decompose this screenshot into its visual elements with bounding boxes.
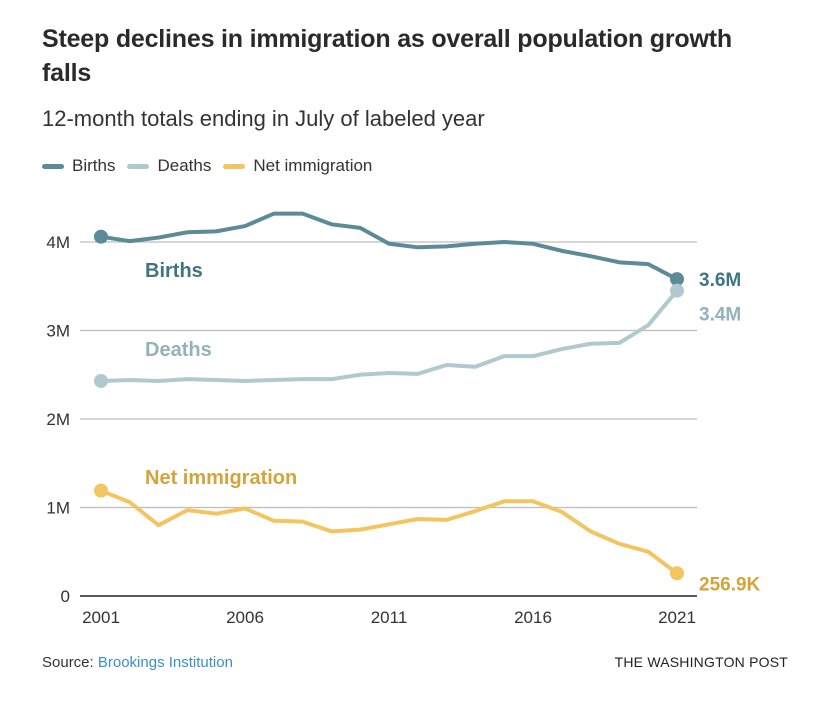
- legend-label-net-immigration: Net immigration: [253, 156, 373, 175]
- end-point-net-immigration: [670, 566, 684, 581]
- series-labels: Births 3.6M Deaths 3.4M Net immigration 256.9…: [145, 260, 761, 595]
- x-tick-label: 2021: [658, 608, 696, 627]
- source-prefix: Source:: [42, 654, 98, 671]
- legend: Births Deaths Net immigration: [42, 156, 384, 176]
- x-tick-label: 2006: [226, 608, 264, 627]
- x-axis: 2001 2006 2011 2016 2021: [82, 608, 696, 627]
- inline-label-births: Births: [145, 260, 203, 282]
- source-note: Source: Brookings Institution: [42, 654, 233, 671]
- legend-label-births: Births: [72, 156, 116, 175]
- end-label-births: 3.6M: [699, 270, 741, 291]
- y-tick-label: 3M: [46, 322, 70, 341]
- chart-subtitle: 12-month totals ending in July of labele…: [42, 106, 485, 131]
- grid: [80, 241, 697, 597]
- legend-swatch-net-immigration: [223, 163, 246, 169]
- end-point-births: [670, 272, 684, 287]
- x-tick-label: 2011: [371, 608, 408, 627]
- legend-swatch-births: [42, 163, 64, 169]
- x-tick-label: 2016: [514, 608, 552, 627]
- publisher-credit: THE WASHINGTON POST: [614, 654, 788, 670]
- y-axis: 0 1M 2M 3M 4M: [46, 233, 70, 606]
- inline-label-deaths: Deaths: [145, 339, 212, 361]
- series-group: [94, 211, 684, 581]
- y-tick-label: 0: [61, 587, 70, 606]
- legend-item-deaths: Deaths: [127, 156, 211, 176]
- y-tick-label: 1M: [46, 499, 70, 518]
- chart-title: Steep declines in immigration as overall…: [42, 25, 732, 87]
- legend-label-deaths: Deaths: [157, 156, 212, 175]
- x-tick-label: 2001: [82, 608, 120, 627]
- source-link[interactable]: Brookings Institution: [97, 654, 233, 671]
- y-tick-label: 4M: [46, 233, 70, 252]
- y-tick-label: 2M: [46, 410, 70, 429]
- legend-swatch-deaths: [127, 163, 150, 169]
- legend-item-net-immigration: Net immigration: [223, 156, 372, 176]
- start-point-net-immigration: [94, 483, 108, 498]
- end-point-deaths: [670, 283, 684, 298]
- series-line-deaths: [99, 288, 679, 383]
- start-point-births: [94, 229, 108, 244]
- series-line-net-immigration: [99, 488, 679, 576]
- inline-label-net-immigration: Net immigration: [145, 467, 297, 489]
- end-label-deaths: 3.4M: [699, 305, 741, 326]
- start-point-deaths: [94, 373, 108, 388]
- legend-item-births: Births: [42, 156, 115, 176]
- series-line-births: [99, 211, 679, 282]
- end-label-net-immigration: 256.9K: [699, 574, 761, 595]
